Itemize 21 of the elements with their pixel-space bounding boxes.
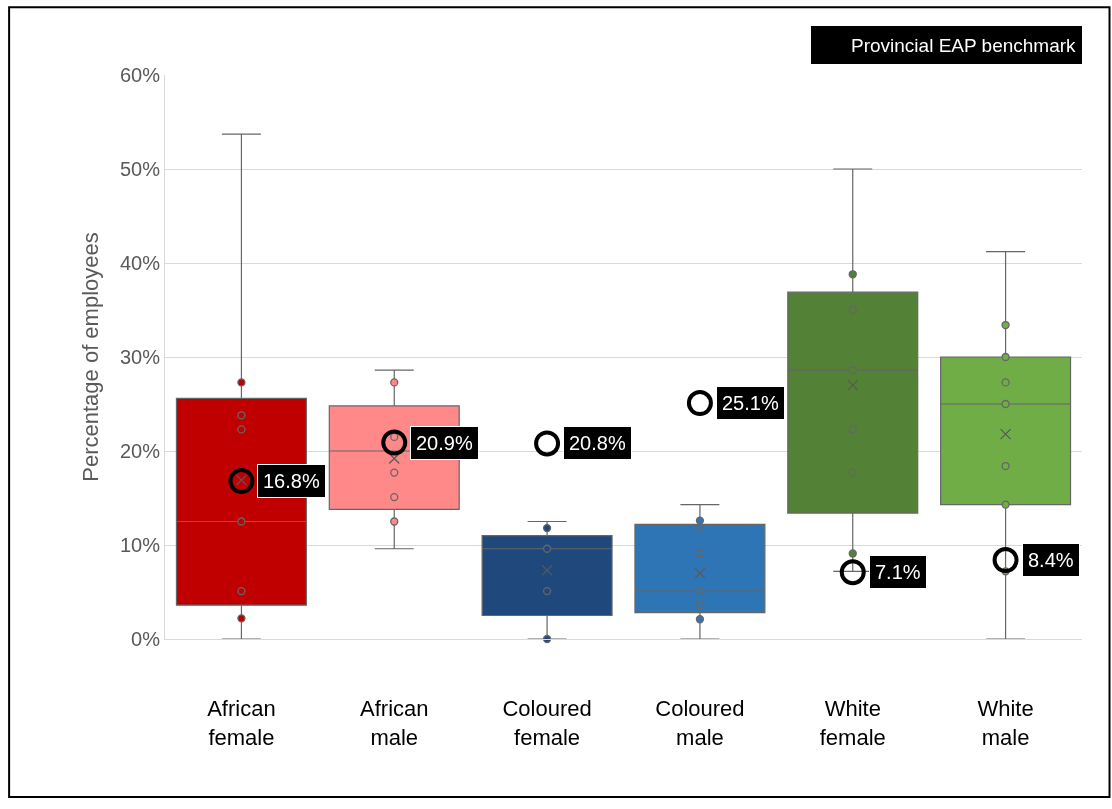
- y-tick-label: 20%: [119, 440, 161, 462]
- data-label: 20.9%: [416, 432, 473, 454]
- y-tick-label: 10%: [119, 534, 161, 556]
- data-label: 25.1%: [722, 392, 779, 414]
- data-label: 16.8%: [263, 470, 320, 492]
- x-tick-label: Coloured female: [502, 696, 592, 750]
- y-tick-label: 0%: [131, 628, 161, 650]
- x-tick-label: African male: [360, 696, 429, 750]
- data-label: 8.4%: [1028, 549, 1074, 571]
- x-tick-label: White male: [977, 696, 1034, 750]
- data-label: 20.8%: [569, 432, 626, 454]
- y-tick-label: 40%: [119, 252, 161, 274]
- x-tick-label: Coloured male: [655, 696, 745, 750]
- y-tick-label: 50%: [119, 158, 161, 180]
- x-tick-label: African female: [207, 696, 276, 750]
- text: Provincial EAP benchmark: [851, 34, 1077, 56]
- y-tick-label: 60%: [119, 64, 161, 86]
- y-axis-title: Percentage of employees: [77, 232, 103, 482]
- x-tick-label: White female: [819, 696, 886, 750]
- y-tick-label: 30%: [119, 346, 161, 368]
- data-label: 7.1%: [875, 561, 921, 583]
